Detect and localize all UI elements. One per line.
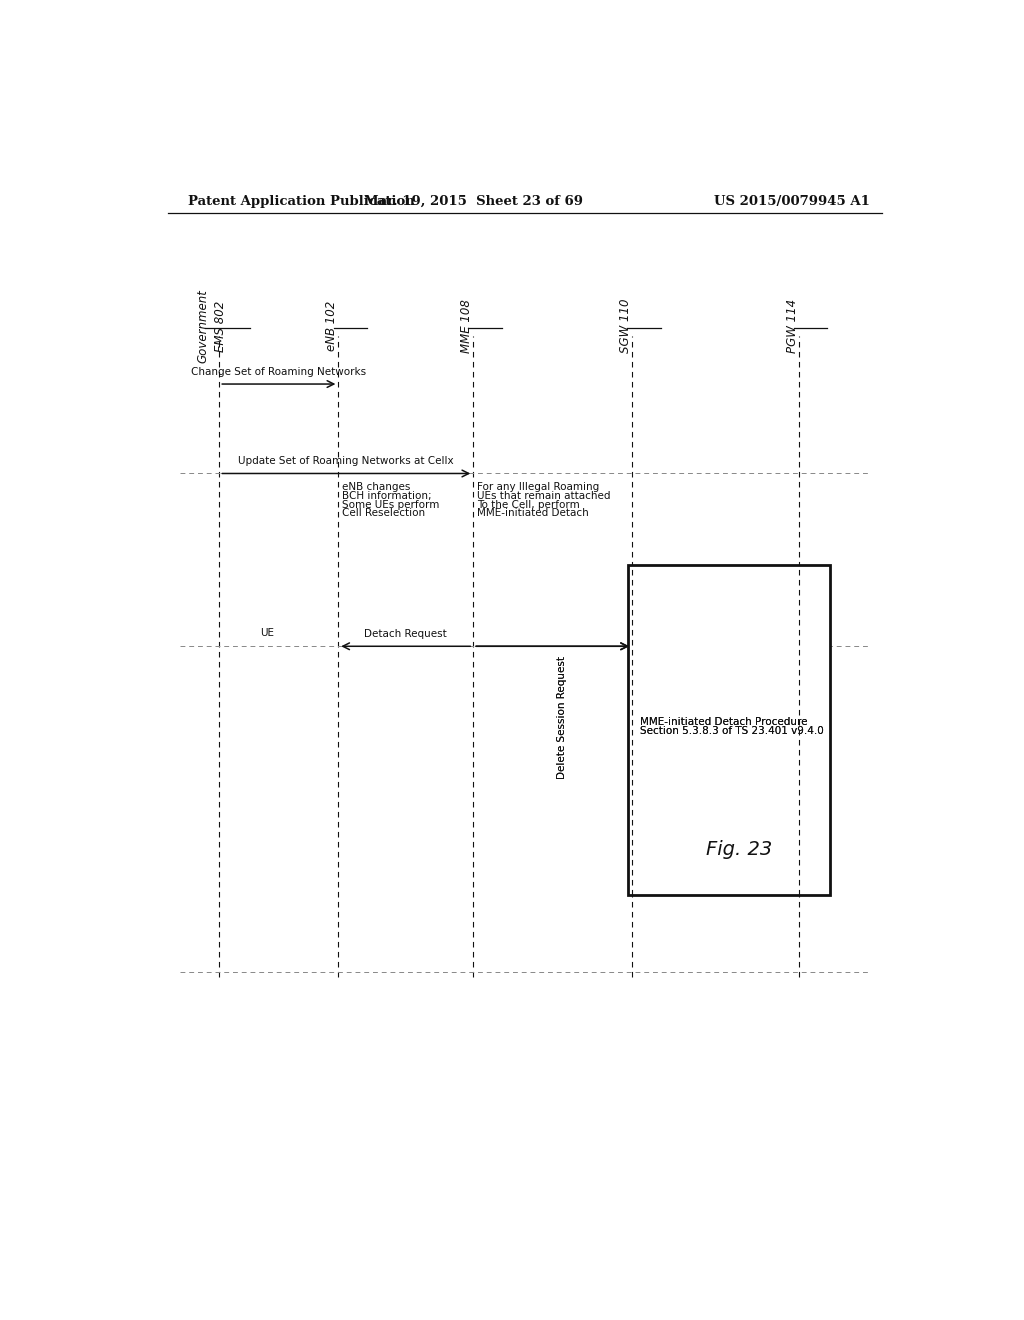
Text: Delete Session Request: Delete Session Request [557, 656, 567, 779]
Text: eNB changes: eNB changes [342, 482, 411, 491]
Text: BCH information;: BCH information; [342, 491, 432, 500]
Text: eNB 102: eNB 102 [326, 301, 338, 351]
Text: US 2015/0079945 A1: US 2015/0079945 A1 [714, 194, 870, 207]
Text: Cell Reselection: Cell Reselection [342, 508, 425, 519]
Text: Detach Request: Detach Request [365, 630, 447, 639]
Text: MME 108: MME 108 [460, 300, 473, 352]
Text: PGW 114: PGW 114 [785, 300, 799, 354]
Text: UEs that remain attached: UEs that remain attached [477, 491, 610, 500]
Text: SGW 110: SGW 110 [618, 298, 632, 354]
Text: MME-initiated Detach Procedure: MME-initiated Detach Procedure [640, 718, 807, 727]
Text: UE: UE [260, 628, 273, 638]
Text: Change Set of Roaming Networks: Change Set of Roaming Networks [191, 367, 367, 378]
Bar [628, 565, 830, 895]
Text: Update Set of Roaming Networks at Cellx: Update Set of Roaming Networks at Cellx [239, 457, 454, 466]
Text: For any Illegal Roaming: For any Illegal Roaming [477, 482, 599, 491]
Text: MME-initiated Detach Procedure: MME-initiated Detach Procedure [640, 718, 807, 727]
Text: Government: Government [197, 289, 210, 363]
Text: Some UEs perform: Some UEs perform [342, 499, 439, 510]
Text: MME-initiated Detach: MME-initiated Detach [477, 508, 589, 519]
Text: Section 5.3.8.3 of TS 23.401 v9.4.0: Section 5.3.8.3 of TS 23.401 v9.4.0 [640, 726, 823, 737]
Text: Fig. 23: Fig. 23 [706, 840, 772, 859]
Text: To the Cell, perform: To the Cell, perform [477, 499, 580, 510]
Text: Patent Application Publication: Patent Application Publication [187, 194, 415, 207]
Text: EMS 802: EMS 802 [214, 301, 227, 351]
Text: Mar. 19, 2015  Sheet 23 of 69: Mar. 19, 2015 Sheet 23 of 69 [364, 194, 583, 207]
Text: Delete Session Request: Delete Session Request [557, 656, 567, 779]
Text: Section 5.3.8.3 of TS 23.401 v9.4.0: Section 5.3.8.3 of TS 23.401 v9.4.0 [640, 726, 823, 737]
